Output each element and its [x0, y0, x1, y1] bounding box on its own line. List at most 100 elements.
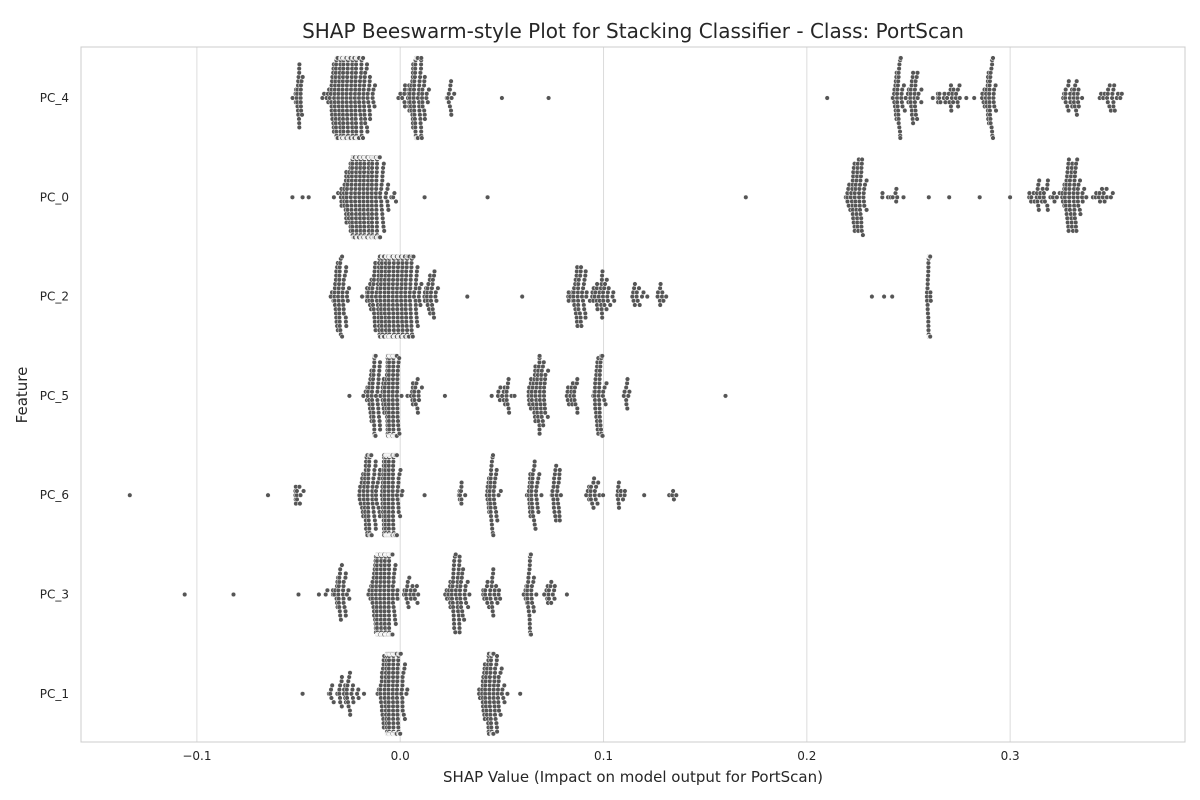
data-point [362, 116, 368, 122]
data-point [603, 306, 610, 312]
data-point [377, 154, 383, 160]
data-point [366, 522, 372, 528]
data-point [1036, 207, 1042, 213]
data-point [451, 621, 457, 627]
data-point [371, 277, 377, 283]
data-point [390, 471, 396, 477]
data-point [377, 359, 383, 365]
data-point [353, 129, 359, 135]
data-point [371, 422, 377, 428]
data-point [600, 298, 606, 304]
data-point [529, 475, 536, 481]
data-point [379, 182, 385, 188]
data-point [344, 82, 350, 88]
data-point [364, 66, 370, 72]
data-point [337, 327, 343, 333]
data-point [395, 505, 402, 511]
data-point [370, 372, 377, 378]
data-point [391, 579, 397, 585]
data-point [1066, 186, 1072, 192]
data-point [337, 260, 343, 266]
data-point [1062, 95, 1068, 101]
points-layer [127, 55, 1125, 737]
data-point [541, 591, 547, 598]
data-point [433, 289, 439, 295]
data-point [385, 182, 391, 188]
data-point [670, 488, 676, 494]
data-point [579, 294, 585, 300]
data-point [1110, 103, 1116, 109]
data-point [525, 579, 531, 585]
data-point [390, 376, 396, 382]
data-point [495, 682, 501, 688]
data-point [489, 600, 495, 606]
data-point [1054, 194, 1060, 200]
data-point [421, 78, 427, 84]
data-point [344, 289, 350, 295]
data-point [300, 691, 306, 697]
data-point [345, 61, 351, 67]
data-point [394, 294, 400, 300]
data-point [578, 323, 584, 329]
data-point [991, 103, 997, 109]
data-point [1067, 182, 1073, 188]
data-point [986, 87, 993, 93]
data-point [390, 405, 396, 412]
data-point [414, 315, 420, 321]
data-point [386, 484, 392, 490]
data-point [1065, 82, 1071, 88]
data-point [342, 575, 348, 581]
data-point [977, 194, 983, 200]
data-point [346, 285, 352, 291]
data-point [298, 82, 304, 88]
data-point [386, 327, 392, 333]
data-point [551, 480, 557, 486]
data-point [382, 558, 388, 564]
data-point [408, 310, 414, 316]
data-point [394, 372, 401, 378]
data-point [413, 302, 419, 308]
data-point [988, 120, 994, 126]
data-point [344, 103, 350, 109]
data-point [390, 666, 396, 672]
data-point [342, 273, 348, 279]
data-point [416, 298, 422, 304]
data-point [655, 289, 661, 295]
data-point [382, 617, 388, 623]
data-point [622, 389, 628, 395]
data-point [492, 670, 498, 676]
data-point [556, 480, 562, 486]
data-point [1108, 194, 1114, 200]
data-point [415, 376, 421, 382]
data-point [501, 699, 508, 705]
data-point [390, 517, 396, 523]
data-point [993, 108, 999, 114]
data-point [407, 281, 413, 287]
data-point [1117, 95, 1123, 101]
data-point [527, 617, 533, 623]
data-point [1067, 203, 1073, 209]
data-point [1105, 91, 1111, 97]
data-point [352, 78, 359, 84]
data-point [1111, 82, 1117, 88]
data-point [857, 203, 863, 209]
data-point [530, 579, 536, 585]
data-point [1079, 194, 1085, 200]
data-point [396, 431, 402, 437]
data-point [937, 99, 943, 105]
data-point [298, 95, 304, 101]
data-point [411, 393, 417, 399]
data-point [333, 61, 339, 67]
data-point [399, 682, 405, 688]
data-point [494, 600, 500, 606]
data-point [370, 302, 376, 308]
data-point [371, 426, 377, 433]
data-point [376, 414, 382, 420]
data-point [1028, 194, 1034, 200]
y-tick-label: PC_2 [40, 290, 69, 304]
data-point [369, 211, 375, 217]
data-point [354, 691, 360, 697]
data-point [1062, 194, 1068, 200]
data-point [375, 380, 381, 386]
data-point [572, 384, 578, 391]
